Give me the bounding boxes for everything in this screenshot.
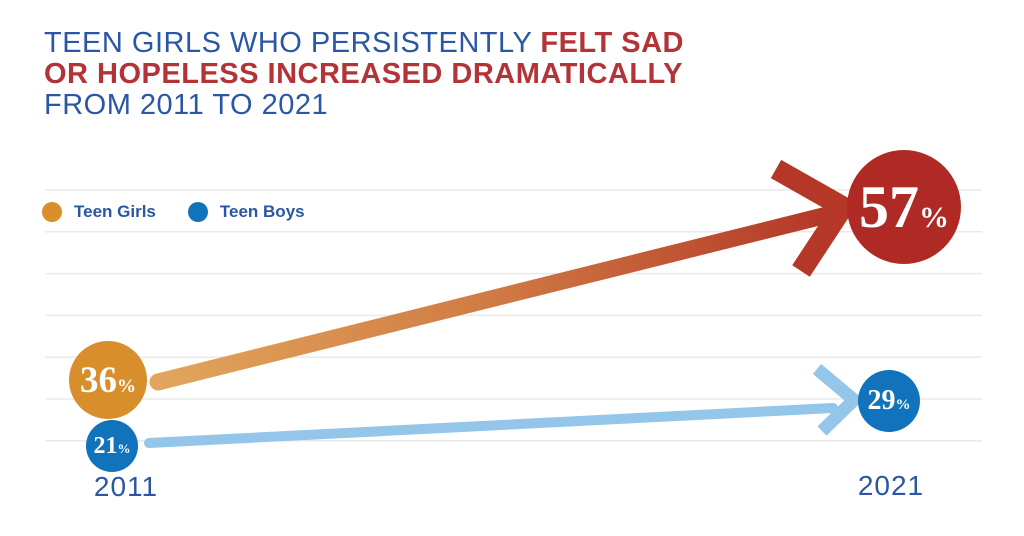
data-point-boys-2011: 21%	[86, 420, 138, 472]
value-girls-2021: 57	[859, 174, 919, 240]
legend-label-teen-boys: Teen Boys	[219, 202, 305, 221]
data-point-label: 29%	[868, 387, 911, 415]
teen-girls-arrow	[149, 159, 858, 391]
data-point-girls-2011: 36%	[69, 341, 147, 419]
chart-title-line2: OR HOPELESS INCREASED DRAMATICALLY	[44, 58, 683, 90]
percent-sign: %	[117, 441, 131, 456]
teen-boys-arrow-shaft	[144, 403, 838, 448]
teen-boys-dot-icon	[187, 202, 208, 222]
teen-boys-arrow	[144, 364, 864, 448]
percent-sign: %	[117, 375, 136, 397]
chart-title-line1: TEEN GIRLS WHO PERSISTENTLY FELT SAD	[44, 28, 684, 59]
x-axis-label-2021: 2021	[857, 470, 925, 501]
teen-girls-arrow-shaft	[149, 207, 832, 391]
data-point-girls-2021: 57%	[847, 150, 961, 264]
teen-boys-arrowhead-icon	[812, 364, 864, 436]
percent-sign: %	[895, 397, 911, 413]
title-text-blue: TEEN GIRLS WHO PERSISTENTLY	[44, 27, 541, 59]
chart-title-line3: FROM 2011 TO 2021	[44, 89, 329, 121]
x-axis-label-2011: 2011	[93, 471, 159, 502]
data-point-label: 36%	[80, 362, 136, 399]
data-point-label: 21%	[94, 434, 131, 458]
legend-item-teen-girls: Teen Girls	[42, 202, 156, 222]
data-point-label: 57%	[859, 177, 949, 237]
data-point-boys-2021: 29%	[858, 370, 920, 432]
value-girls-2011: 36	[80, 359, 117, 401]
title-text-red: FELT SAD	[540, 27, 684, 59]
legend-label-teen-girls: Teen Girls	[74, 202, 156, 221]
teen-girls-arrowhead-icon	[770, 159, 858, 277]
legend-item-teen-boys: Teen Boys	[187, 202, 305, 222]
chart-title: TEEN GIRLS WHO PERSISTENTLY FELT SAD OR …	[44, 28, 684, 121]
value-boys-2011: 21	[93, 433, 118, 459]
legend: Teen Girls Teen Boys	[42, 202, 305, 222]
value-boys-2021: 29	[867, 385, 896, 416]
percent-sign: %	[919, 201, 949, 234]
teen-girls-dot-icon	[42, 202, 62, 222]
